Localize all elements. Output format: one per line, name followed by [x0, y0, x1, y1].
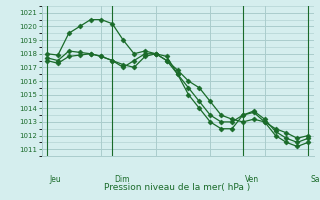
Text: Ven: Ven: [245, 175, 259, 184]
Text: Sam: Sam: [310, 175, 320, 184]
Text: Jeu: Jeu: [49, 175, 61, 184]
Text: Pression niveau de la mer( hPa ): Pression niveau de la mer( hPa ): [104, 183, 251, 192]
Text: Dim: Dim: [115, 175, 130, 184]
